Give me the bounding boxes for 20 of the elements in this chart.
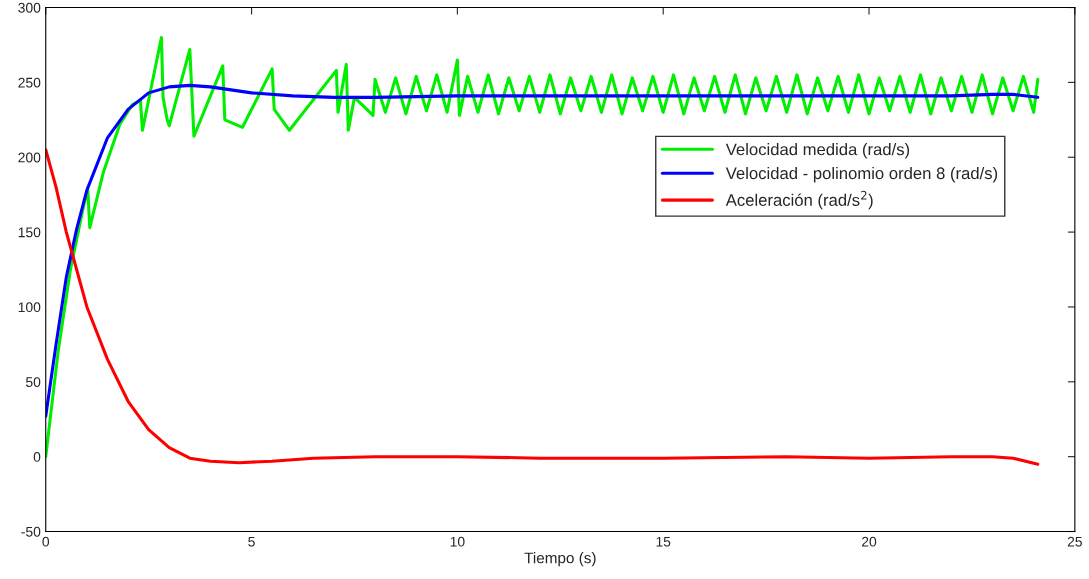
x-tick-label: 15 bbox=[656, 536, 671, 547]
x-tick-label: 10 bbox=[450, 536, 465, 547]
x-tick-label: 5 bbox=[248, 536, 255, 547]
x-tick-label: 0 bbox=[42, 536, 50, 547]
x-axis-title: Tiempo (s) bbox=[524, 552, 596, 567]
y-tick-label: 100 bbox=[18, 302, 41, 313]
x-tick-label: 20 bbox=[862, 536, 877, 547]
y-tick-label: -50 bbox=[21, 526, 41, 537]
line-series bbox=[45, 83, 1040, 418]
y-tick-label: 200 bbox=[18, 152, 41, 163]
x-tick-label: 25 bbox=[1067, 536, 1082, 547]
y-tick-label: 50 bbox=[25, 377, 41, 387]
y-tick-label: 250 bbox=[18, 77, 41, 88]
y-tick-label: 300 bbox=[18, 2, 41, 13]
y-tick-label: 150 bbox=[18, 227, 41, 238]
y-tick-label: 0 bbox=[33, 452, 41, 462]
legend-label: Velocidad medida (rad/s) bbox=[725, 143, 910, 159]
legend-label: Velocidad - polinomio orden 8 (rad/s) bbox=[725, 166, 998, 183]
legend-label: Aceleración (rad/s$^{2}$) bbox=[725, 190, 873, 210]
line-series bbox=[45, 35, 1040, 459]
